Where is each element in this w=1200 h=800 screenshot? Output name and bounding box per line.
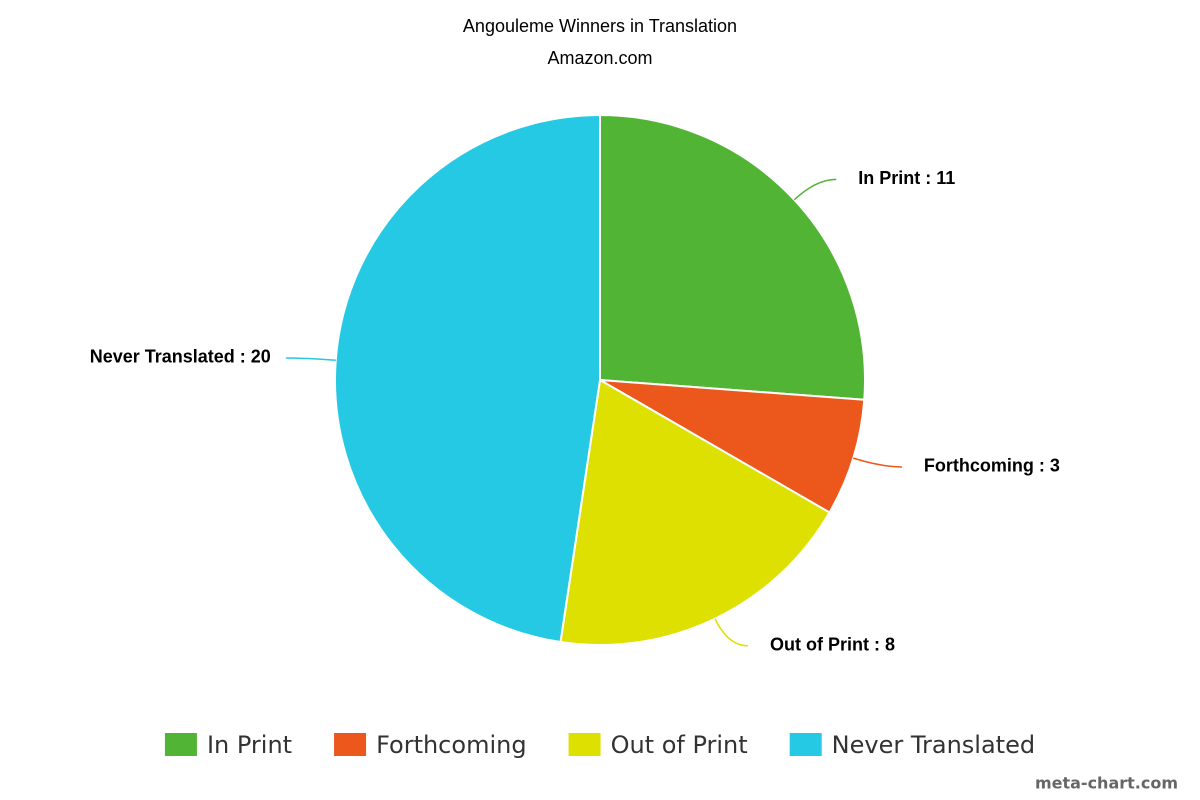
legend-label: In Print (207, 731, 292, 759)
chart-subtitle: Amazon.com (547, 48, 652, 68)
chart-title: Angouleme Winners in Translation (463, 16, 737, 36)
legend-swatch (164, 733, 197, 756)
data-label: Forthcoming : 3 (924, 456, 1060, 476)
pie-slice (599, 113, 866, 401)
legend-label: Out of Print (611, 731, 748, 759)
legend-swatch (568, 733, 601, 756)
label-connector (793, 178, 837, 201)
data-label: Out of Print : 8 (770, 635, 895, 655)
label-connector (714, 618, 749, 647)
legend-label: Forthcoming (376, 731, 527, 759)
legend: In Print Forthcoming Out of Print Never Tra… (164, 731, 1035, 759)
legend-label: Never Translated (832, 731, 1035, 759)
label-connector (285, 357, 336, 361)
data-label: In Print : 11 (858, 168, 955, 188)
legend-swatch (789, 733, 822, 756)
data-label: Never Translated : 20 (90, 347, 271, 367)
legend-swatch (334, 733, 367, 756)
label-connector (853, 457, 902, 468)
pie-slice (599, 379, 866, 514)
pie-slice (334, 113, 601, 644)
pie-slice (559, 378, 831, 646)
watermark: meta-chart.com (1035, 774, 1178, 793)
